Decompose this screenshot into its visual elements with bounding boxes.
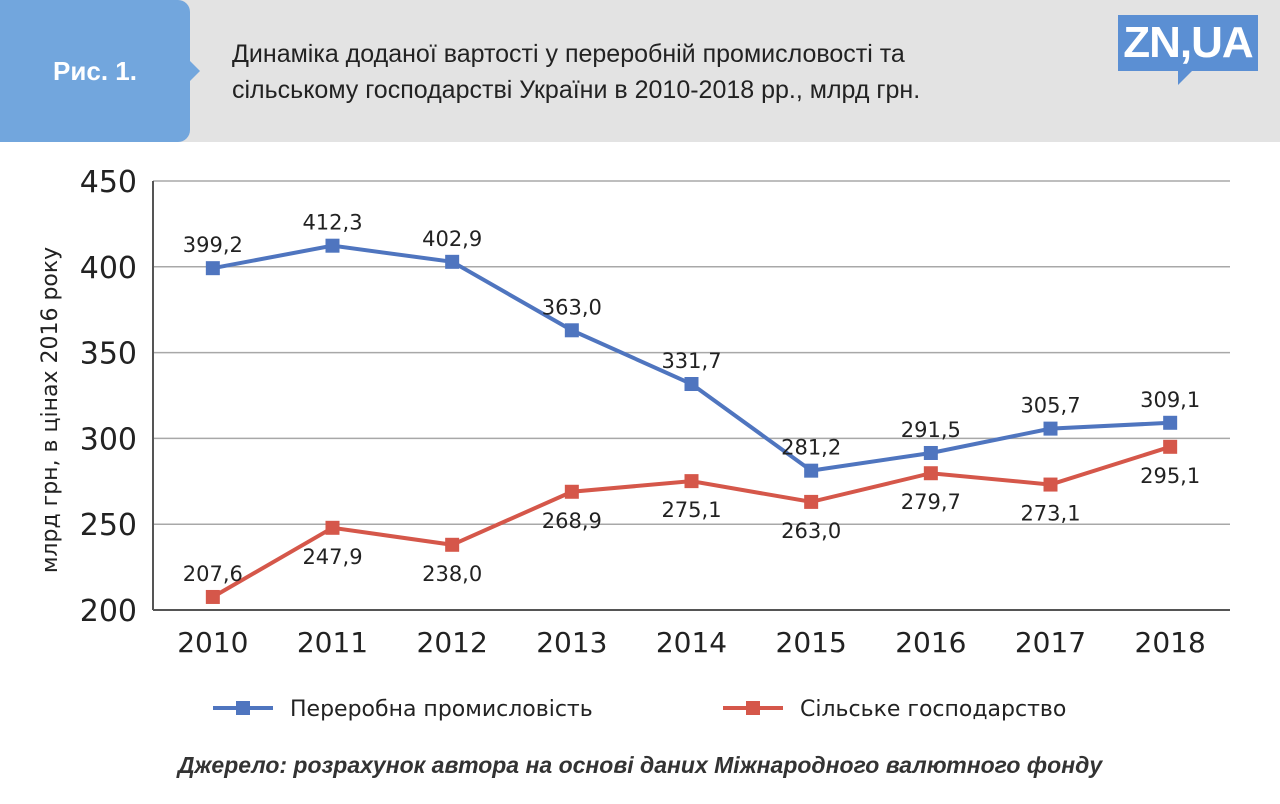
data-point xyxy=(923,466,938,481)
y-tick-label: 350 xyxy=(80,337,137,372)
data-point xyxy=(1163,439,1178,454)
data-point xyxy=(325,238,340,253)
data-label: 268,9 xyxy=(542,509,602,533)
x-tick-label: 2010 xyxy=(177,626,248,659)
data-label: 295,1 xyxy=(1140,464,1200,488)
x-tick-label: 2012 xyxy=(417,626,488,659)
data-point xyxy=(445,537,460,552)
data-label: 402,9 xyxy=(422,227,482,251)
data-point xyxy=(445,254,460,269)
data-point xyxy=(325,520,340,535)
data-label: 275,1 xyxy=(661,498,721,522)
data-point xyxy=(205,261,220,276)
title-line-2: сільському господарстві України в 2010-2… xyxy=(232,76,921,104)
legend-marker xyxy=(236,701,250,715)
data-label: 399,2 xyxy=(183,233,243,257)
data-point xyxy=(684,474,699,489)
data-label: 207,6 xyxy=(183,562,243,586)
data-label: 309,1 xyxy=(1140,388,1200,412)
data-label: 279,7 xyxy=(901,490,961,514)
x-tick-label: 2018 xyxy=(1135,626,1206,659)
y-tick-label: 400 xyxy=(80,251,137,286)
y-tick-label: 450 xyxy=(80,165,137,200)
x-tick-label: 2017 xyxy=(1015,626,1086,659)
data-label: 263,0 xyxy=(781,519,841,543)
data-label: 238,0 xyxy=(422,562,482,586)
title-line-1: Динаміка доданої вартості у переробній п… xyxy=(232,40,905,68)
x-tick-label: 2014 xyxy=(656,626,727,659)
data-point xyxy=(1163,415,1178,430)
data-point xyxy=(684,377,699,392)
data-label: 273,1 xyxy=(1020,502,1080,526)
data-point xyxy=(1043,421,1058,436)
figure-label: Рис. 1. xyxy=(0,0,200,142)
x-tick-label: 2011 xyxy=(297,626,368,659)
y-tick-label: 250 xyxy=(80,508,137,543)
y-tick-label: 300 xyxy=(80,422,137,457)
data-point xyxy=(564,323,579,338)
data-label: 281,2 xyxy=(781,436,841,460)
data-point xyxy=(205,589,220,604)
legend-marker xyxy=(746,701,760,715)
x-tick-label: 2013 xyxy=(536,626,607,659)
data-label: 363,0 xyxy=(542,295,602,319)
data-label: 291,5 xyxy=(901,418,961,442)
legend-label: Переробна промисловість xyxy=(290,697,593,722)
data-label: 412,3 xyxy=(302,211,362,235)
y-axis-title: млрд грн, в цінах 2016 року xyxy=(38,247,63,573)
data-point xyxy=(804,494,819,509)
data-point xyxy=(804,463,819,478)
data-point xyxy=(923,445,938,460)
y-tick-label: 200 xyxy=(80,594,137,629)
data-label: 331,7 xyxy=(661,349,721,373)
x-tick-label: 2016 xyxy=(895,626,966,659)
source-note: Джерело: розрахунок автора на основі дан… xyxy=(177,752,1103,778)
data-point xyxy=(1043,477,1058,492)
data-label: 305,7 xyxy=(1020,394,1080,418)
zn-ua-logo: ZN,UA xyxy=(1118,15,1258,85)
x-tick-label: 2015 xyxy=(776,626,847,659)
header: Рис. 1. Динаміка доданої вартості у пере… xyxy=(0,0,1280,142)
chart-title: Динаміка доданої вартості у переробній п… xyxy=(232,36,1092,108)
data-point xyxy=(564,484,579,499)
legend-label: Сільське господарство xyxy=(800,697,1066,722)
data-label: 247,9 xyxy=(302,545,362,569)
